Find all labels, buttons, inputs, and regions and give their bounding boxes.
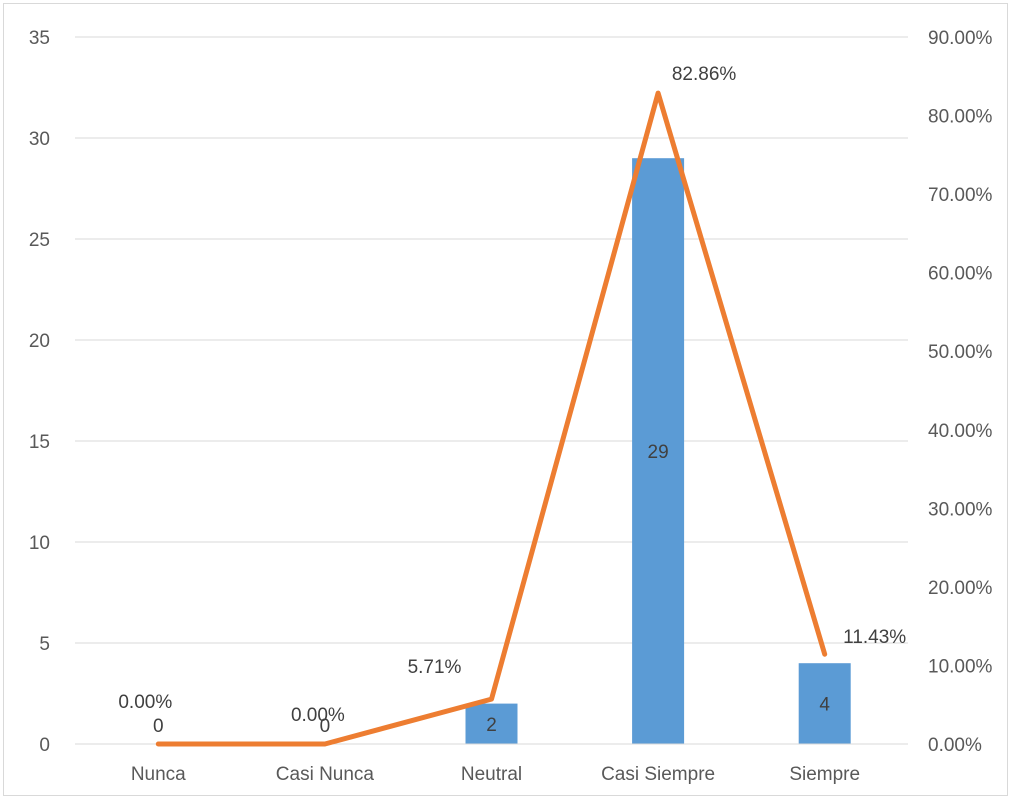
line-data-label: 5.71% <box>408 657 462 678</box>
y-right-tick-label: 50.00% <box>928 342 993 363</box>
bar-data-label: 0 <box>153 716 164 737</box>
y-right-tick-label: 90.00% <box>928 28 993 49</box>
category-label: Neutral <box>461 764 522 785</box>
y-left-tick-label: 0 <box>39 735 50 756</box>
bar-data-label: 0 <box>320 716 331 737</box>
line-data-label: 0.00% <box>291 705 345 726</box>
y-left-tick-label: 15 <box>29 432 50 453</box>
bar-data-label: 29 <box>648 442 669 463</box>
y-left-tick-label: 20 <box>29 331 50 352</box>
bar-data-label: 2 <box>486 715 497 736</box>
line-data-label: 11.43% <box>843 627 906 648</box>
line-series <box>155 90 828 747</box>
y-right-tick-label: 10.00% <box>928 656 993 677</box>
bar <box>632 158 685 744</box>
line-data-label: 82.86% <box>672 64 737 85</box>
y-left-tick-label: 5 <box>39 634 50 655</box>
category-label: Siempre <box>789 764 860 785</box>
y-right-tick-label: 0.00% <box>928 735 982 756</box>
y-right-tick-label: 30.00% <box>928 499 993 520</box>
y-right-tick-label: 40.00% <box>928 421 993 442</box>
y-right-tick-label: 80.00% <box>928 107 993 128</box>
category-label: Nunca <box>131 764 186 785</box>
y-left-tick-label: 30 <box>29 129 50 150</box>
bar-data-label: 4 <box>819 695 830 716</box>
bar <box>798 663 851 744</box>
line-data-label: 0.00% <box>118 692 172 713</box>
y-right-tick-label: 20.00% <box>928 578 993 599</box>
y-right-tick-label: 70.00% <box>928 185 993 206</box>
category-label: Casi Siempre <box>601 764 715 785</box>
bar <box>465 703 518 744</box>
y-left-tick-label: 10 <box>29 533 50 554</box>
y-left-tick-label: 35 <box>29 28 50 49</box>
y-right-tick-label: 60.00% <box>928 264 993 285</box>
category-label: Casi Nunca <box>276 764 375 785</box>
y-left-tick-label: 25 <box>29 230 50 251</box>
